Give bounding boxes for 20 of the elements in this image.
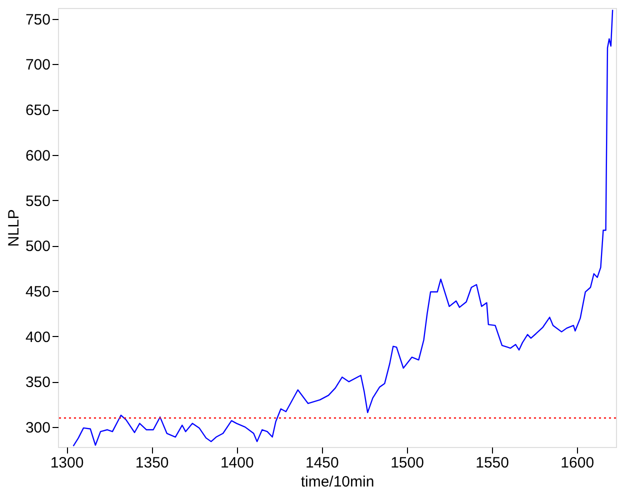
x-tick-label: 1300 [50, 454, 84, 472]
y-tick-label: 300 [25, 420, 50, 437]
x-tick-label: 1550 [476, 454, 509, 472]
y-axis-title: NLLP [5, 209, 22, 247]
y-tick-label: 650 [25, 102, 50, 120]
x-tick-label: 1350 [135, 454, 169, 472]
y-tick-label: 400 [25, 328, 50, 346]
y-tick-label: 350 [25, 374, 50, 392]
y-tick-label: 550 [25, 192, 50, 210]
y-tick-label: 700 [25, 56, 50, 74]
y-tick-label: 500 [25, 238, 50, 256]
x-tick-label: 1600 [560, 454, 594, 472]
x-tick-label: 1400 [220, 454, 254, 472]
line-series [72, 9, 614, 447]
x-axis-title: time/10min [300, 474, 374, 490]
y-tick-label: 600 [25, 147, 50, 164]
x-tick-label: 1500 [390, 454, 424, 472]
x-tick-label: 1450 [306, 454, 339, 472]
y-tick-label: 750 [25, 11, 50, 28]
y-tick-label: 450 [25, 283, 50, 300]
